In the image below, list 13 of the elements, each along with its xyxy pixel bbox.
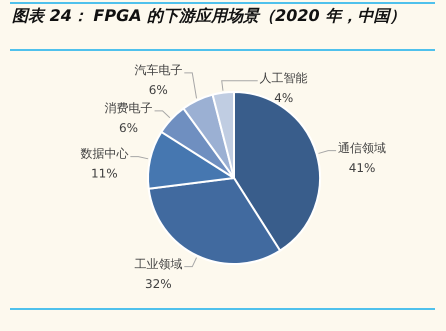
slice-label: 工业领域 [134,256,182,271]
data-label: 4% [274,90,294,105]
data-label: 32% [144,276,172,291]
slice-label: 数据中心 [80,146,128,161]
data-label: 41% [348,160,376,175]
data-label: 6% [148,83,168,98]
slice-label: 人工智能 [260,70,308,85]
slice-label: 消费电子 [104,101,153,116]
data-label: 11% [91,166,118,181]
slice-label: 汽车电子 [134,63,182,78]
data-label: 6% [119,121,138,136]
slice-label: 通信领域 [338,140,386,155]
chart-title: 图表 24： FPGA 的下游应用场景（2020 年，中国） [12,6,406,27]
